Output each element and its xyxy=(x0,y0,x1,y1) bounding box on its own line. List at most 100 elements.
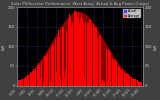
Bar xyxy=(116,60,117,86)
Bar xyxy=(90,20,91,86)
Bar xyxy=(22,79,23,86)
Bar xyxy=(26,76,27,86)
Bar xyxy=(112,58,113,86)
Bar xyxy=(45,56,46,86)
Bar xyxy=(62,27,63,86)
Bar xyxy=(39,65,40,86)
Bar xyxy=(21,79,22,86)
Bar xyxy=(132,78,133,86)
Bar xyxy=(40,78,41,86)
Bar xyxy=(28,75,29,86)
Bar xyxy=(100,36,101,86)
Bar xyxy=(18,80,19,86)
Bar xyxy=(82,18,83,86)
Bar xyxy=(138,81,139,86)
Bar xyxy=(83,24,84,86)
Bar xyxy=(87,23,88,86)
Bar xyxy=(58,30,59,86)
Bar xyxy=(33,69,34,86)
Bar xyxy=(36,68,37,86)
Bar xyxy=(115,60,116,86)
Bar xyxy=(78,12,79,86)
Bar xyxy=(57,37,58,86)
Bar xyxy=(114,60,115,86)
Bar xyxy=(81,14,82,86)
Bar xyxy=(110,52,111,86)
Bar xyxy=(41,60,42,86)
Bar xyxy=(125,74,126,86)
Bar xyxy=(77,18,78,86)
Bar xyxy=(46,54,47,86)
Bar xyxy=(69,14,70,86)
Bar xyxy=(113,61,114,86)
Bar xyxy=(105,44,106,86)
Bar xyxy=(103,81,104,86)
Bar xyxy=(101,83,102,86)
Bar xyxy=(23,78,24,86)
Bar xyxy=(52,44,53,86)
Bar xyxy=(59,37,60,86)
Bar xyxy=(74,11,75,86)
Bar xyxy=(25,77,26,86)
Bar xyxy=(102,80,103,86)
Bar xyxy=(108,49,109,86)
Bar xyxy=(88,23,89,86)
Bar xyxy=(141,82,142,86)
Bar xyxy=(136,80,137,86)
Bar xyxy=(79,23,80,86)
Bar xyxy=(75,11,76,86)
Bar xyxy=(119,66,120,86)
Bar xyxy=(66,30,67,86)
Bar xyxy=(134,79,135,86)
Bar xyxy=(109,50,110,86)
Bar xyxy=(56,72,57,86)
Bar xyxy=(126,74,127,86)
Bar xyxy=(64,77,65,86)
Bar xyxy=(70,18,71,86)
Bar xyxy=(44,56,45,86)
Bar xyxy=(65,69,66,86)
Bar xyxy=(84,76,85,86)
Bar xyxy=(127,74,128,86)
Bar xyxy=(80,18,81,86)
Bar xyxy=(85,22,86,86)
Bar xyxy=(89,20,90,86)
Bar xyxy=(76,12,77,86)
Bar xyxy=(51,47,52,86)
Bar xyxy=(19,80,20,86)
Bar xyxy=(137,80,138,86)
Bar xyxy=(71,26,72,86)
Bar xyxy=(139,82,140,86)
Bar xyxy=(38,62,39,86)
Bar xyxy=(24,78,25,86)
Title: Solar PV/Inverter Performance  West Array  Actual & Avg Power Output: Solar PV/Inverter Performance West Array… xyxy=(11,2,149,6)
Bar xyxy=(94,27,95,86)
Bar xyxy=(50,82,51,86)
Bar xyxy=(123,71,124,86)
Bar xyxy=(131,77,132,86)
Bar xyxy=(133,79,134,86)
Y-axis label: kW: kW xyxy=(154,43,158,50)
Bar xyxy=(53,44,54,86)
Bar xyxy=(35,68,36,86)
Bar xyxy=(91,25,92,86)
Y-axis label: kW: kW xyxy=(2,43,6,50)
Bar xyxy=(121,70,122,86)
Bar xyxy=(106,49,107,86)
Bar xyxy=(63,27,64,86)
Bar xyxy=(95,27,96,86)
Bar xyxy=(122,69,123,86)
Bar xyxy=(97,38,98,86)
Bar xyxy=(120,69,121,86)
Bar xyxy=(49,50,50,86)
Bar xyxy=(124,71,125,86)
Bar xyxy=(128,74,129,86)
Bar xyxy=(43,82,44,86)
Bar xyxy=(118,67,119,86)
Bar xyxy=(135,79,136,86)
Bar xyxy=(32,71,33,86)
Legend: Actual, Average: Actual, Average xyxy=(123,9,141,18)
Bar xyxy=(37,65,38,86)
Bar xyxy=(47,53,48,86)
Bar xyxy=(31,73,32,86)
